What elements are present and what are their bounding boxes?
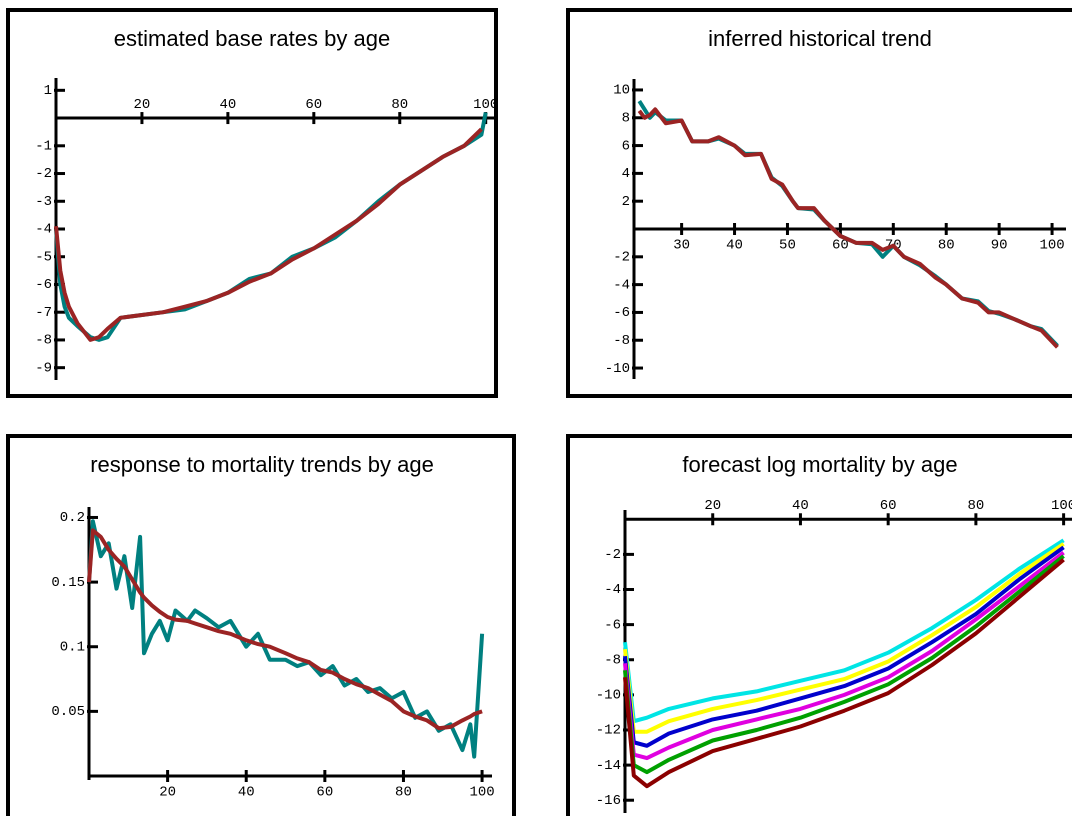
x-tick-label: 80 xyxy=(395,785,412,801)
x-tick-label: 60 xyxy=(316,785,333,801)
y-tick-label: -4 xyxy=(613,277,630,293)
y-tick-label: 6 xyxy=(622,138,630,154)
data-line xyxy=(87,528,483,731)
y-tick-label: -8 xyxy=(604,652,621,668)
y-tick-label: 0.15 xyxy=(51,575,85,591)
x-tick-label: 20 xyxy=(704,498,721,514)
x-tick-label: 30 xyxy=(673,238,690,254)
y-tick-label: 1 xyxy=(44,83,52,99)
y-tick-label: -4 xyxy=(35,222,52,238)
x-tick-label: 50 xyxy=(779,238,796,254)
x-tick-label: 100 xyxy=(469,785,494,801)
x-tick-label: 20 xyxy=(159,785,176,801)
data-line xyxy=(637,100,1059,348)
x-tick-label: 40 xyxy=(726,238,743,254)
y-tick-label: 0.1 xyxy=(60,639,85,655)
y-tick-label: -8 xyxy=(35,333,52,349)
y-tick-label: -2 xyxy=(604,547,621,563)
y-tick-label: -2 xyxy=(35,166,52,182)
y-tick-label: -6 xyxy=(613,305,630,321)
y-tick-label: -2 xyxy=(613,250,630,266)
y-tick-label: -6 xyxy=(35,277,52,293)
data-line xyxy=(54,127,483,342)
chart-title: response to mortality trends by age xyxy=(90,452,434,477)
x-tick-label: 80 xyxy=(938,238,955,254)
x-tick-label: 60 xyxy=(880,498,897,514)
y-tick-label: 4 xyxy=(622,166,630,182)
y-tick-label: -10 xyxy=(605,361,630,377)
x-tick-label: 20 xyxy=(134,97,151,113)
y-tick-label: -14 xyxy=(596,758,621,774)
y-tick-label: -8 xyxy=(613,333,630,349)
data-line xyxy=(637,107,1059,349)
y-tick-label: 0.2 xyxy=(60,510,85,526)
y-tick-label: -9 xyxy=(35,360,52,376)
chart-title: inferred historical trend xyxy=(708,26,932,51)
y-tick-label: -5 xyxy=(35,249,52,265)
x-tick-label: 100 xyxy=(473,97,498,113)
x-tick-label: 40 xyxy=(238,785,255,801)
x-tick-label: 60 xyxy=(832,238,849,254)
y-tick-label: -12 xyxy=(596,723,621,739)
y-tick-label: 10 xyxy=(613,83,630,99)
x-tick-label: 40 xyxy=(792,498,809,514)
data-line xyxy=(54,112,488,342)
data-line xyxy=(623,551,1065,761)
y-tick-label: 2 xyxy=(622,194,630,210)
x-tick-label: 100 xyxy=(1051,498,1072,514)
y-tick-label: -10 xyxy=(596,688,621,704)
x-tick-label: 100 xyxy=(1039,238,1064,254)
x-tick-label: 80 xyxy=(391,97,408,113)
panel-frame xyxy=(566,434,1072,816)
chart-title: forecast log mortality by age xyxy=(682,452,957,477)
data-line xyxy=(623,545,1065,748)
x-tick-label: 90 xyxy=(991,238,1008,254)
panel-frame xyxy=(6,434,516,816)
y-tick-label: -3 xyxy=(35,194,52,210)
y-tick-label: -1 xyxy=(35,138,52,154)
data-line xyxy=(623,554,1065,775)
data-line xyxy=(623,542,1065,734)
y-tick-label: 8 xyxy=(622,110,630,126)
y-tick-label: 0.05 xyxy=(51,704,85,720)
y-tick-label: -7 xyxy=(35,305,52,321)
y-tick-label: -4 xyxy=(604,582,621,598)
data-line xyxy=(87,519,485,759)
x-tick-label: 60 xyxy=(305,97,322,113)
panel-frame xyxy=(566,8,1072,398)
y-tick-label: -6 xyxy=(604,617,621,633)
y-tick-label: -16 xyxy=(596,793,621,809)
panel-frame xyxy=(6,8,498,398)
x-tick-label: 80 xyxy=(967,498,984,514)
data-line xyxy=(623,538,1065,724)
chart-title: estimated base rates by age xyxy=(114,26,390,51)
x-tick-label: 40 xyxy=(219,97,236,113)
data-line xyxy=(623,558,1065,789)
